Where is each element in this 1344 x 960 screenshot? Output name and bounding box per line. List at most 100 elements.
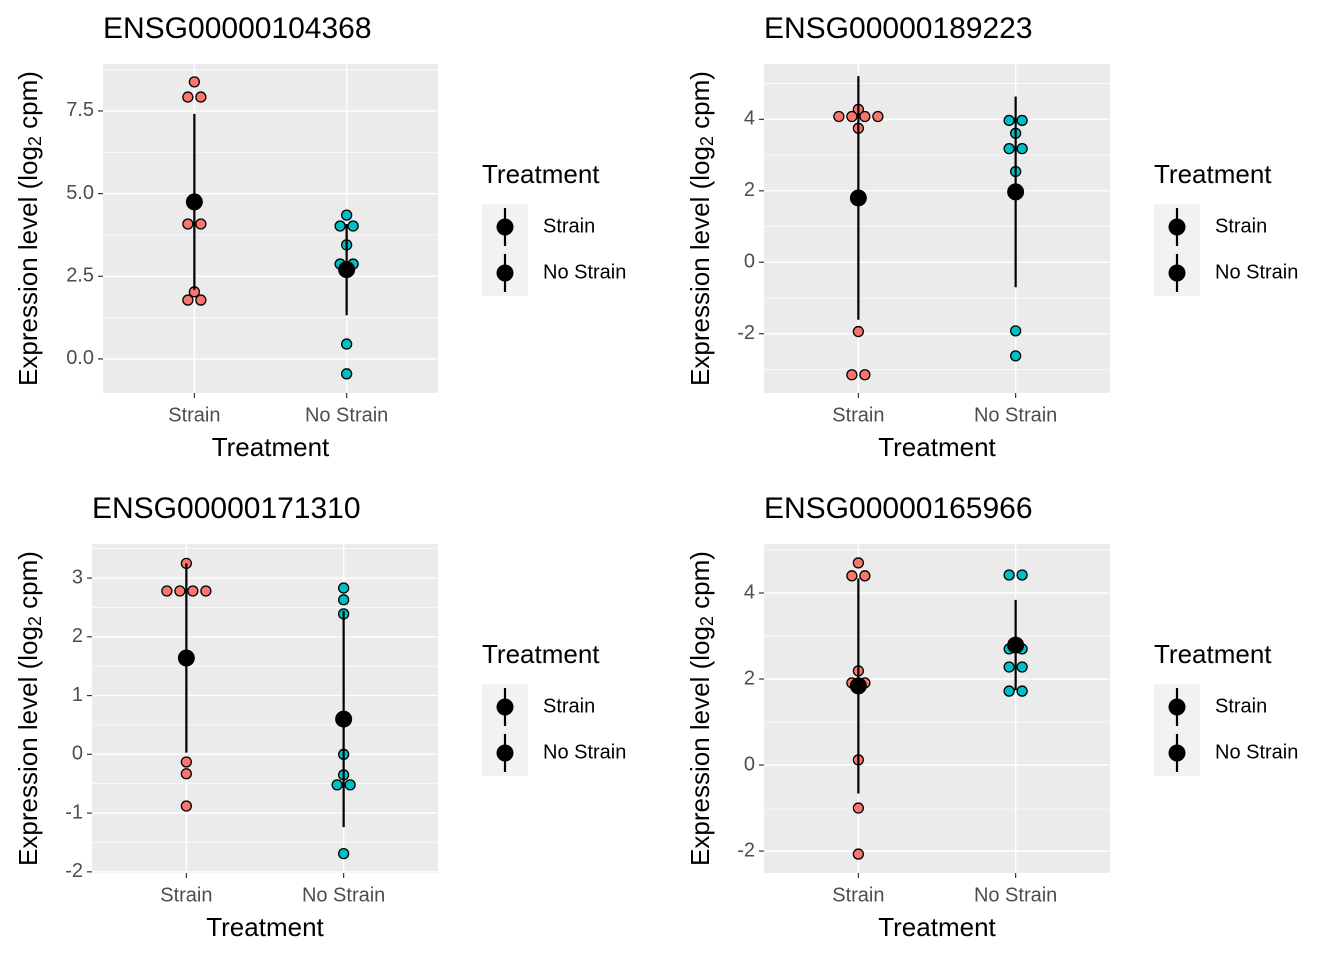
data-point <box>180 756 193 768</box>
data-point <box>340 338 353 350</box>
x-tick-label: Strain <box>168 404 220 426</box>
y-axis-label: Expression level (log2 cpm) <box>13 71 45 386</box>
data-point <box>1009 350 1022 362</box>
y-tick-label: -2 <box>737 322 755 344</box>
legend-key-dot <box>496 698 514 716</box>
data-point <box>174 585 186 597</box>
data-point <box>1016 661 1028 673</box>
y-tick-label: 0 <box>72 743 83 765</box>
y-axis-label: Expression level (log2 cpm) <box>13 551 45 866</box>
y-axis-label-part: cpm) <box>13 71 43 136</box>
y-axis-label-part: 2 <box>697 136 717 146</box>
data-point <box>1003 143 1015 155</box>
panel-background <box>103 64 438 393</box>
x-axis-label: Treatment <box>206 912 324 942</box>
data-point <box>1003 661 1015 673</box>
mean-point <box>1007 183 1025 201</box>
y-tick-label: 7.5 <box>66 99 94 121</box>
y-tick-label: 3 <box>72 566 83 588</box>
y-axis-label-part: 2 <box>25 136 45 146</box>
y-tick-label: 0 <box>744 753 755 775</box>
x-tick-label: Strain <box>832 884 884 906</box>
y-tick-label: 2.5 <box>66 265 94 287</box>
data-point <box>340 368 353 380</box>
data-point <box>859 570 871 582</box>
legend-label: No Strain <box>1215 741 1298 763</box>
data-point <box>195 218 207 230</box>
y-axis-label-part: cpm) <box>13 551 43 616</box>
data-point <box>180 800 193 812</box>
legend-title: Treatment <box>1154 159 1272 189</box>
mean-point <box>335 710 353 728</box>
data-point <box>182 294 194 306</box>
data-point <box>1003 114 1015 127</box>
panel-background <box>764 64 1110 393</box>
mean-point <box>849 189 867 207</box>
y-tick-label: 2 <box>744 179 755 201</box>
data-point <box>859 110 871 123</box>
y-axis-label-part: cpm) <box>685 551 715 616</box>
x-tick-label: No Strain <box>302 884 385 906</box>
data-point <box>846 570 858 582</box>
legend-label: No Strain <box>543 261 626 283</box>
data-point <box>852 325 865 338</box>
legend-label: No Strain <box>543 741 626 763</box>
data-point <box>200 585 212 597</box>
y-tick-label: -2 <box>65 860 83 882</box>
data-point <box>347 220 359 232</box>
data-point <box>852 848 865 860</box>
data-point <box>852 557 865 569</box>
data-point <box>852 802 865 814</box>
y-tick-label: 4 <box>744 581 755 603</box>
data-point <box>161 585 173 597</box>
data-point <box>1016 569 1028 581</box>
data-point <box>182 91 194 103</box>
y-tick-label: 5.0 <box>66 182 94 204</box>
mean-point <box>1007 636 1025 654</box>
legend-key-dot <box>1168 698 1186 716</box>
data-point <box>334 220 346 232</box>
data-point <box>337 847 350 860</box>
y-tick-label: 1 <box>72 684 83 706</box>
x-axis-label: Treatment <box>212 432 330 462</box>
data-point <box>1016 114 1028 127</box>
legend-title: Treatment <box>482 639 600 669</box>
legend-key-dot <box>1168 264 1186 282</box>
x-axis-label: Treatment <box>878 432 996 462</box>
x-tick-label: No Strain <box>974 884 1057 906</box>
data-point <box>188 76 201 88</box>
data-point <box>340 209 353 221</box>
x-axis-label: Treatment <box>878 912 996 942</box>
legend-key-dot <box>496 218 514 236</box>
mean-point <box>177 649 195 667</box>
chart-title: ENSG00000171310 <box>92 492 361 525</box>
y-axis-label-part: cpm) <box>685 71 715 136</box>
y-tick-label: 0.0 <box>66 347 94 369</box>
data-point <box>859 369 871 381</box>
y-axis-label-part: 2 <box>697 616 717 626</box>
mean-point <box>185 193 203 211</box>
legend-key-dot <box>1168 744 1186 762</box>
mean-point <box>338 261 356 279</box>
panel-background <box>92 544 438 873</box>
y-tick-label: 2 <box>72 625 83 647</box>
y-axis-label-part: Expression level (log <box>13 146 43 386</box>
legend-label: Strain <box>1215 695 1267 717</box>
data-point <box>195 294 207 306</box>
data-point <box>182 218 194 230</box>
legend-key-dot <box>496 264 514 282</box>
y-tick-label: -2 <box>737 839 755 861</box>
x-tick-label: Strain <box>160 884 212 906</box>
y-axis-label: Expression level (log2 cpm) <box>685 551 717 866</box>
data-point <box>872 110 884 123</box>
y-tick-label: 4 <box>744 108 755 130</box>
x-tick-label: No Strain <box>305 404 388 426</box>
y-axis-label: Expression level (log2 cpm) <box>685 71 717 386</box>
y-tick-label: 2 <box>744 667 755 689</box>
mean-point <box>849 677 867 695</box>
y-axis-label-part: 2 <box>25 616 45 626</box>
chart-title: ENSG00000189223 <box>764 12 1033 45</box>
data-point <box>337 582 350 594</box>
